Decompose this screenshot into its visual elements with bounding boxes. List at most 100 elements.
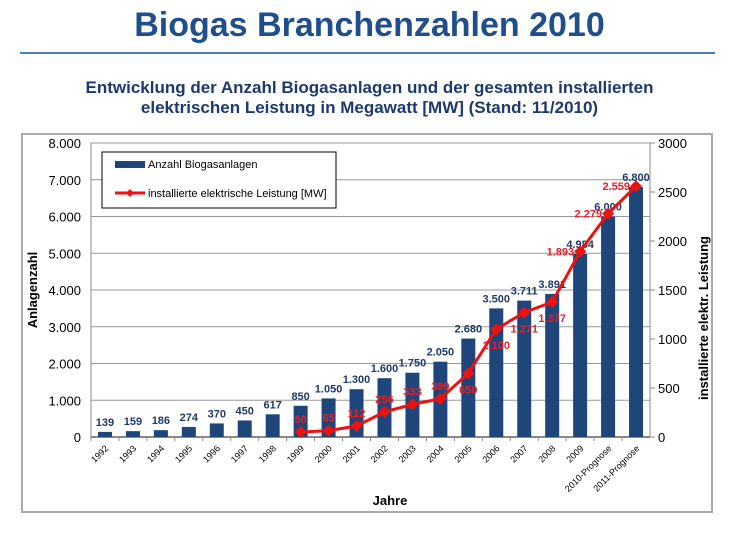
bar xyxy=(629,187,644,437)
x-tick-label: 1999 xyxy=(285,443,306,464)
bar-data-label: 1.600 xyxy=(371,363,399,375)
x-tick-label: 2008 xyxy=(536,443,557,464)
y-tick-label: 7.000 xyxy=(48,173,81,188)
line-marker xyxy=(434,392,447,405)
y-tick-label: 2.000 xyxy=(48,357,81,372)
bar xyxy=(461,338,476,437)
line-data-label: 2.559 xyxy=(602,181,630,193)
bar xyxy=(209,423,224,437)
y2-tick-label: 2500 xyxy=(658,185,687,200)
line-marker xyxy=(350,420,363,433)
y2-tick-label: 0 xyxy=(658,430,665,445)
y-tick-label: 1.000 xyxy=(48,393,81,408)
bar xyxy=(573,253,588,437)
y-tick-label: 5.000 xyxy=(48,246,81,261)
line-marker xyxy=(406,398,419,411)
bar-data-label: 6.000 xyxy=(594,202,622,214)
y2-tick-label: 3000 xyxy=(658,136,687,151)
y-axis-title: Anlagenzahl xyxy=(25,252,40,329)
bar xyxy=(293,405,308,437)
chart-frame xyxy=(21,133,713,513)
line-data-label: 112 xyxy=(348,408,366,420)
line-marker xyxy=(518,306,531,319)
x-tick-label: 2003 xyxy=(397,443,418,464)
line-marker xyxy=(630,180,643,193)
line-data-label: 333 xyxy=(403,386,421,398)
bar xyxy=(489,308,504,437)
bar xyxy=(153,430,168,437)
bar-data-label: 274 xyxy=(180,412,199,424)
y2-tick-label: 2000 xyxy=(658,234,687,249)
bar xyxy=(97,431,112,437)
line-marker xyxy=(602,207,615,220)
line-marker xyxy=(322,424,335,437)
y-tick-label: 6.000 xyxy=(48,210,81,225)
bar xyxy=(601,216,616,437)
bar-data-label: 850 xyxy=(291,391,309,403)
x-tick-label: 2001 xyxy=(341,443,362,464)
chart-subtitle-line2: elektrischen Leistung in Megawatt [MW] (… xyxy=(140,98,599,117)
line-data-label: 50 xyxy=(295,414,307,426)
line-data-label: 65 xyxy=(322,413,334,425)
line-marker xyxy=(546,296,559,309)
bar-data-label: 1.050 xyxy=(315,383,343,395)
x-tick-label: 1995 xyxy=(173,443,194,464)
line-data-label: 390 xyxy=(431,381,449,393)
x-tick-label: 2005 xyxy=(453,443,474,464)
bar xyxy=(517,300,532,437)
x-tick-label: 2007 xyxy=(508,443,529,464)
line-marker xyxy=(574,245,587,258)
page-title: Biogas Branchenzahlen 2010 xyxy=(134,6,605,44)
title-divider xyxy=(20,52,715,54)
bar xyxy=(545,294,560,437)
bar xyxy=(181,426,196,437)
legend-label-line: installierte elektrische Leistung [MW] xyxy=(148,188,327,200)
bar-data-label: 159 xyxy=(124,416,142,428)
bar-data-label: 139 xyxy=(96,417,114,429)
x-tick-label: 1996 xyxy=(201,443,222,464)
x-tick-label: 1992 xyxy=(89,443,110,464)
line-data-label: 650 xyxy=(459,384,477,396)
x-tick-label: 2000 xyxy=(313,443,334,464)
bar-data-label: 1.750 xyxy=(399,358,427,370)
bar xyxy=(237,420,252,437)
bar-data-label: 186 xyxy=(152,415,170,427)
y-tick-label: 0 xyxy=(74,430,81,445)
y2-tick-label: 1500 xyxy=(658,283,687,298)
bar-data-label: 2.680 xyxy=(455,324,483,336)
y2-axis-title: installierte elektr. Leistung xyxy=(696,236,711,400)
line-marker xyxy=(378,405,391,418)
line-data-label: 1.271 xyxy=(510,323,538,335)
bar-data-label: 370 xyxy=(208,408,226,420)
y-tick-label: 3.000 xyxy=(48,320,81,335)
line-data-label: 1.377 xyxy=(538,313,566,325)
x-tick-label: 2004 xyxy=(425,443,446,464)
bar-data-label: 617 xyxy=(263,399,281,411)
bar xyxy=(265,414,280,437)
x-axis-title: Jahre xyxy=(373,493,408,508)
bar-data-label: 450 xyxy=(236,405,254,417)
bar-data-label: 6.800 xyxy=(622,172,650,184)
bar-data-label: 2.050 xyxy=(427,347,455,359)
legend-label-bars: Anzahl Biogasanlagen xyxy=(148,159,257,171)
line-data-label: 1.893 xyxy=(547,246,575,258)
line-data-label: 2.279 xyxy=(575,209,603,221)
line-marker xyxy=(294,426,307,439)
legend-marker xyxy=(126,189,134,197)
line-data-label: 256 xyxy=(375,394,393,406)
bar xyxy=(125,431,140,437)
y-tick-label: 4.000 xyxy=(48,283,81,298)
x-tick-label: 1993 xyxy=(117,443,138,464)
x-tick-label: 2002 xyxy=(369,443,390,464)
y-tick-label: 8.000 xyxy=(48,136,81,151)
y2-tick-label: 500 xyxy=(658,381,680,396)
y2-tick-label: 1000 xyxy=(658,332,687,347)
x-tick-label: 2006 xyxy=(480,443,501,464)
chart-subtitle-line1: Entwicklung der Anzahl Biogasanlagen und… xyxy=(85,78,654,97)
bar-data-label: 3.711 xyxy=(511,286,538,298)
bar xyxy=(321,398,336,437)
x-tick-label: 1994 xyxy=(145,443,166,464)
legend-swatch-bars xyxy=(115,161,145,168)
bar-data-label: 1.300 xyxy=(343,374,371,386)
